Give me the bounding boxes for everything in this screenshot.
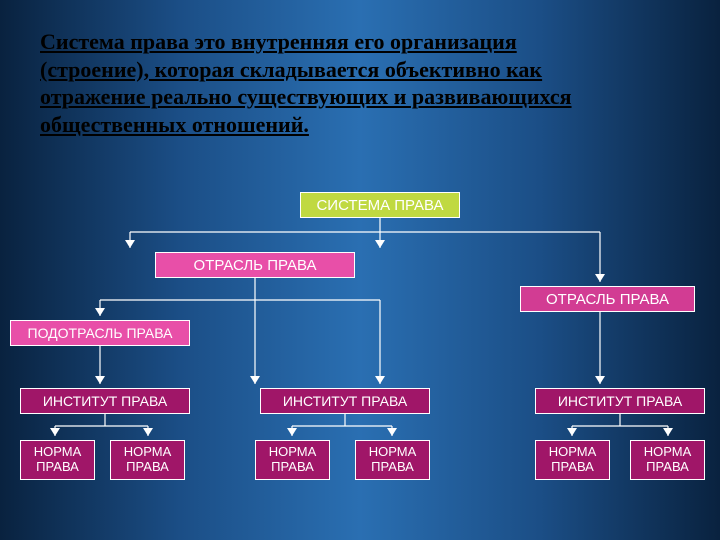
node-institute-1: ИНСТИТУТ ПРАВА	[20, 388, 190, 414]
node-norm-6: НОРМА ПРАВА	[630, 440, 705, 480]
node-institute-3: ИНСТИТУТ ПРАВА	[535, 388, 705, 414]
slide-title: Система права это внутренняя его организ…	[40, 28, 680, 138]
node-norm-5: НОРМА ПРАВА	[535, 440, 610, 480]
node-label: ПОДОТРАСЛЬ ПРАВА	[28, 325, 173, 341]
node-norm-1: НОРМА ПРАВА	[20, 440, 95, 480]
node-label: ИНСТИТУТ ПРАВА	[283, 393, 407, 409]
node-system: СИСТЕМА ПРАВА	[300, 192, 460, 218]
node-label: НОРМА ПРАВА	[544, 445, 601, 475]
title-line-3: отражение реально существующих и развива…	[40, 84, 572, 109]
node-norm-4: НОРМА ПРАВА	[355, 440, 430, 480]
node-branch-left: ОТРАСЛЬ ПРАВА	[155, 252, 355, 278]
node-institute-2: ИНСТИТУТ ПРАВА	[260, 388, 430, 414]
node-label: СИСТЕМА ПРАВА	[316, 197, 443, 214]
title-line-2: (строение), которая складывается объекти…	[40, 57, 542, 82]
node-label: НОРМА ПРАВА	[119, 445, 176, 475]
title-line-4: общественных отношений.	[40, 112, 309, 137]
node-norm-2: НОРМА ПРАВА	[110, 440, 185, 480]
title-line-1: Система права это внутренняя его организ…	[40, 29, 517, 54]
node-branch-right: ОТРАСЛЬ ПРАВА	[520, 286, 695, 312]
node-label: ОТРАСЛЬ ПРАВА	[546, 291, 669, 308]
node-label: ИНСТИТУТ ПРАВА	[558, 393, 682, 409]
node-label: ОТРАСЛЬ ПРАВА	[194, 257, 317, 274]
node-label: ИНСТИТУТ ПРАВА	[43, 393, 167, 409]
node-label: НОРМА ПРАВА	[364, 445, 421, 475]
node-label: НОРМА ПРАВА	[639, 445, 696, 475]
node-label: НОРМА ПРАВА	[29, 445, 86, 475]
node-subbranch: ПОДОТРАСЛЬ ПРАВА	[10, 320, 190, 346]
node-norm-3: НОРМА ПРАВА	[255, 440, 330, 480]
node-label: НОРМА ПРАВА	[264, 445, 321, 475]
